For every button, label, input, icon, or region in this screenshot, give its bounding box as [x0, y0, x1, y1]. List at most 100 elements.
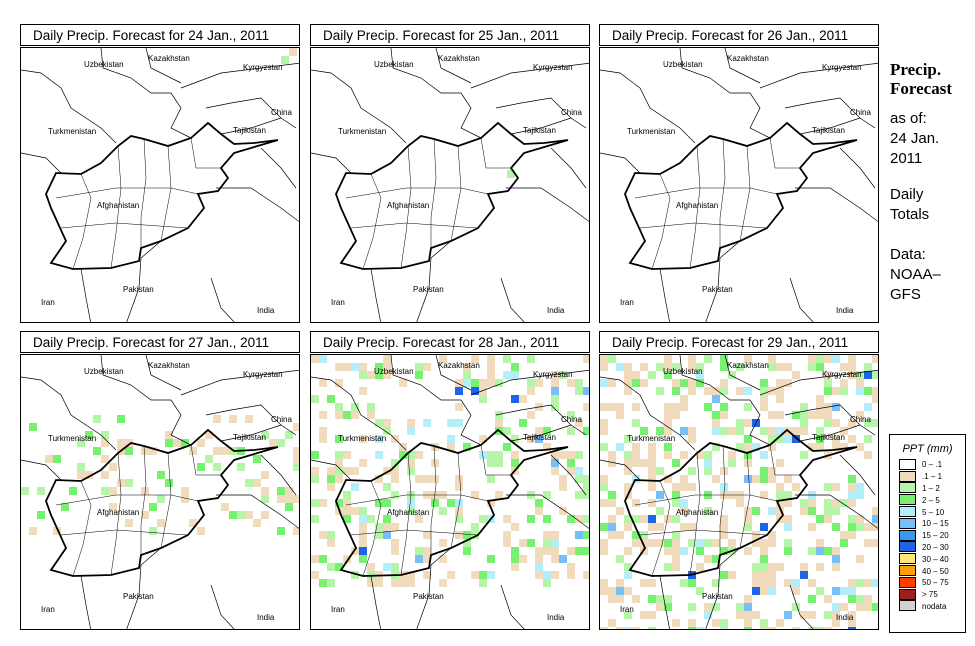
country-label: Kyrgyzstan: [243, 370, 283, 379]
precip-cell: [736, 603, 744, 611]
precip-cell: [816, 411, 824, 419]
precip-cell: [463, 379, 471, 387]
precip-cell: [511, 435, 519, 443]
precip-cell: [800, 563, 808, 571]
precip-cell: [808, 499, 816, 507]
country-label: Iran: [41, 605, 55, 614]
precip-cell: [856, 523, 864, 531]
precip-cell: [479, 379, 487, 387]
precip-cell: [656, 523, 664, 531]
country-border: [435, 355, 472, 391]
precip-cell: [776, 411, 784, 419]
precip-cell: [664, 595, 672, 603]
precip-cell: [391, 491, 399, 499]
map-canvas: [600, 355, 878, 629]
precip-cell: [551, 467, 559, 475]
precip-cell: [37, 487, 45, 495]
precip-cell: [768, 435, 776, 443]
precip-cell: [277, 495, 285, 503]
precip-cell: [447, 499, 455, 507]
precip-cell: [696, 627, 704, 629]
precip-cell: [712, 395, 720, 403]
precip-cell: [840, 531, 848, 539]
precip-cell: [832, 507, 840, 515]
precip-cell: [455, 403, 463, 411]
precip-cell: [575, 475, 583, 483]
legend-item: 5 – 10: [899, 506, 965, 518]
precip-cell: [391, 579, 399, 587]
panel-title: Daily Precip. Forecast for 29 Jan., 2011: [599, 331, 879, 353]
precip-cell: [672, 387, 680, 395]
precip-cell: [624, 571, 632, 579]
country-border: [220, 424, 282, 442]
precip-cell: [768, 411, 776, 419]
precip-cell: [495, 491, 503, 499]
precip-cell: [696, 563, 704, 571]
precip-cell: [109, 463, 117, 471]
precip-cell: [840, 603, 848, 611]
precip-cell: [567, 515, 575, 523]
precip-cell: [551, 539, 559, 547]
precip-cell: [624, 515, 632, 523]
precip-cell: [527, 387, 535, 395]
country-label: Kyrgyzstan: [533, 370, 573, 379]
precip-cell: [848, 491, 856, 499]
precip-cell: [768, 579, 776, 587]
precip-cell: [269, 439, 277, 447]
precip-cell: [543, 579, 551, 587]
precip-cell: [640, 515, 648, 523]
precip-cell: [704, 611, 712, 619]
precip-cell: [624, 467, 632, 475]
precip-cell: [824, 611, 832, 619]
precip-cell: [752, 579, 760, 587]
precip-cell: [760, 475, 768, 483]
precip-cell: [415, 547, 423, 555]
precip-cell: [800, 411, 808, 419]
precip-cell: [624, 379, 632, 387]
country-border: [506, 187, 589, 222]
precip-cell: [600, 475, 608, 483]
precip-cell: [511, 371, 519, 379]
afghanistan-outline: [335, 428, 569, 577]
panel-title: Daily Precip. Forecast for 28 Jan., 2011: [310, 331, 590, 353]
precip-cell: [728, 451, 736, 459]
precip-cell: [600, 523, 608, 531]
precip-cell: [720, 411, 728, 419]
precip-cell: [439, 555, 447, 563]
precip-cell: [551, 571, 559, 579]
precip-cell: [559, 555, 567, 563]
precip-cell: [648, 515, 656, 523]
precip-cell: [289, 48, 297, 56]
precip-cell: [583, 531, 589, 539]
country-border: [370, 575, 381, 629]
precip-cell: [680, 451, 688, 459]
precip-cell: [760, 451, 768, 459]
precip-cell: [479, 579, 487, 587]
precip-cell: [680, 579, 688, 587]
precip-cell: [608, 451, 616, 459]
country-border: [659, 268, 670, 322]
precip-cell: [752, 475, 760, 483]
legend-item: 20 – 30: [899, 541, 965, 554]
precip-cell: [744, 475, 752, 483]
precip-cell: [367, 579, 375, 587]
precip-cell: [848, 619, 856, 627]
precip-cell: [712, 603, 720, 611]
precip-cell: [511, 523, 519, 531]
precip-cell: [399, 579, 407, 587]
precip-cell: [704, 403, 712, 411]
precip-cell: [768, 539, 776, 547]
country-label: India: [257, 613, 275, 622]
precip-cell: [872, 371, 878, 379]
precip-cell: [221, 503, 229, 511]
map-canvas: [311, 48, 589, 322]
country-border: [789, 584, 814, 629]
precip-cell: [736, 387, 744, 395]
precip-cell: [229, 415, 237, 423]
precip-cell: [720, 403, 728, 411]
precip-cell: [848, 523, 856, 531]
precip-cell: [311, 499, 319, 507]
precip-cell: [479, 435, 487, 443]
precip-cell: [856, 379, 864, 387]
precip-cell: [736, 427, 744, 435]
